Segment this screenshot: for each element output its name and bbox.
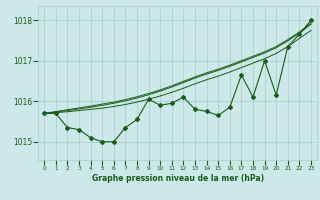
X-axis label: Graphe pression niveau de la mer (hPa): Graphe pression niveau de la mer (hPa) xyxy=(92,174,264,183)
